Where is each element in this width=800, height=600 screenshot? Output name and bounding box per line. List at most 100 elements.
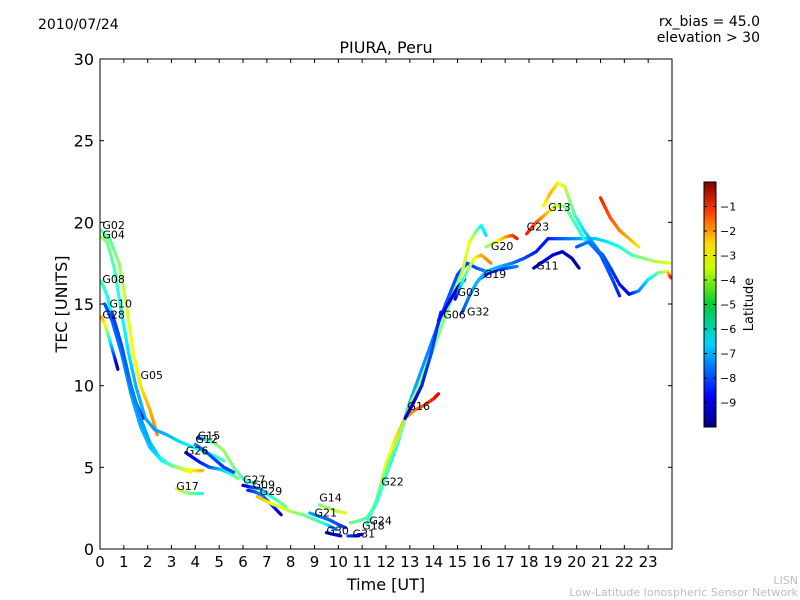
x-tick-label: 9: [310, 553, 320, 571]
track-g27: [241, 483, 288, 509]
track-g25: [598, 196, 641, 249]
x-tick-label: 0: [95, 553, 105, 571]
x-tick-label: 5: [214, 553, 224, 571]
y-tick-label: 25: [74, 132, 94, 151]
satellite-label-g03: G03: [458, 286, 481, 299]
track-segment: [282, 503, 288, 509]
y-tick-label: 5: [84, 458, 94, 477]
track-g29: [255, 495, 338, 532]
track-g18: [348, 261, 498, 525]
track-segment: [514, 236, 519, 241]
track-segment: [230, 469, 236, 474]
x-tick-label: 20: [567, 553, 586, 571]
satellite-label-g23: G23: [527, 221, 550, 234]
x-tick-label: 8: [286, 553, 296, 571]
satellite-label-g13: G13: [548, 201, 571, 214]
y-tick-label: 15: [74, 295, 94, 314]
satellite-label-g09: G09: [253, 479, 276, 492]
elevation-label: elevation > 30: [656, 30, 760, 46]
track-g13: [541, 181, 672, 296]
satellite-label-g28: G28: [102, 309, 125, 322]
track-segment: [140, 414, 145, 420]
satellite-label-g08: G08: [102, 273, 125, 286]
track-segment: [251, 481, 257, 486]
y-tick-label: 10: [74, 377, 94, 396]
track-g07: [575, 240, 622, 298]
satellite-label-g16: G16: [407, 400, 430, 413]
track-g21: [308, 511, 348, 530]
x-tick-label: 21: [591, 553, 610, 571]
satellite-label-g31: G31: [353, 528, 376, 541]
track-segment: [187, 470, 193, 474]
receiver-info: rx_bias = 45.0 elevation > 30: [657, 14, 760, 46]
satellite-label-g26: G26: [186, 444, 209, 457]
satellite-label-g15: G15: [198, 430, 221, 443]
x-tick-label: 17: [496, 553, 515, 571]
x-tick-label: 13: [400, 553, 419, 571]
track-g11: [532, 250, 581, 270]
colorbar-tick-label: −4: [720, 274, 736, 287]
colorbar-tick-label: −5: [720, 299, 736, 312]
x-tick-label: 15: [448, 553, 467, 571]
x-tick-label: 6: [238, 553, 248, 571]
satellite-label-g04: G04: [102, 229, 125, 242]
footer-org-short: LISN: [773, 574, 798, 587]
satellite-label-g20: G20: [491, 240, 514, 253]
track-g28: [100, 315, 120, 371]
satellite-label-g06: G06: [443, 309, 466, 322]
satellite-label-g32: G32: [467, 305, 490, 318]
colorbar-tick-label: −3: [720, 250, 736, 263]
track-segment: [235, 476, 240, 481]
colorbar-tick-label: −7: [720, 348, 736, 361]
track-g17: [174, 486, 205, 496]
track-segment: [342, 525, 348, 530]
track-segment: [436, 392, 441, 397]
track-g03: [453, 253, 493, 301]
satellite-label-g18: G18: [362, 519, 385, 532]
satellite-label-g17: G17: [176, 480, 199, 493]
x-tick-label: 19: [543, 553, 562, 571]
track-segment: [332, 526, 338, 532]
track-g19: [477, 264, 519, 282]
x-tick-label: 10: [329, 553, 348, 571]
y-tick-label: 0: [84, 540, 94, 559]
x-tick-label: 23: [639, 553, 658, 571]
satellite-label-g27: G27: [243, 474, 266, 487]
y-tick-label: 30: [74, 50, 94, 69]
track-segment: [616, 291, 622, 298]
track-segment: [635, 243, 641, 249]
x-tick-label: 4: [191, 553, 201, 571]
track-segment: [668, 275, 672, 280]
y-axis-label: TEC [UNITS]: [52, 256, 71, 354]
x-tick-label: 16: [472, 553, 491, 571]
satellite-label-g12: G12: [195, 433, 218, 446]
satellite-label-g02: G02: [102, 219, 125, 232]
satellite-label-g05: G05: [141, 369, 164, 382]
chart-title: PIURA, Peru: [339, 38, 433, 57]
track-segment: [483, 232, 488, 237]
x-tick-label: 2: [143, 553, 153, 571]
track-segment: [115, 365, 120, 371]
track-g20: [484, 233, 519, 249]
colorbar-tick-label: −1: [720, 201, 736, 214]
footer: LISN Low-Latitude Ionospheric Sensor Net…: [569, 575, 798, 599]
satellite-label-g21: G21: [315, 506, 338, 519]
track-segment: [576, 264, 581, 270]
colorbar-tick-label: −9: [720, 397, 736, 410]
track-segment: [277, 511, 283, 517]
track-g02: [100, 228, 159, 437]
satellite-label-g29: G29: [260, 485, 283, 498]
satellite-label-g11: G11: [536, 260, 559, 273]
colorbar-label: Latitude: [742, 278, 757, 332]
x-tick-label: 18: [519, 553, 538, 571]
colorbar-tick-label: −2: [720, 225, 736, 238]
x-tick-label: 3: [167, 553, 177, 571]
track-g06: [436, 277, 467, 322]
x-tick-label: 14: [424, 553, 443, 571]
track-g26: [184, 451, 240, 481]
track-segment: [487, 260, 493, 265]
track-g32: [460, 237, 672, 314]
x-tick-label: 12: [376, 553, 395, 571]
satellite-label-g30: G30: [326, 524, 349, 537]
